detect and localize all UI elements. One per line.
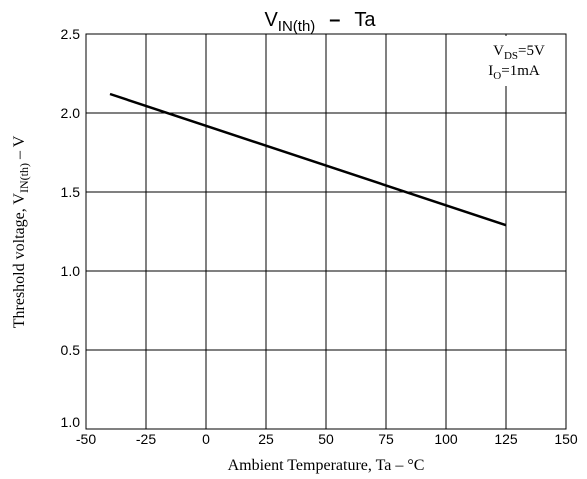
y-tick-label: 2.5 (61, 26, 81, 42)
chart-title-tail: Ta (354, 9, 376, 31)
y-tick-labels: 1.0 0.5 1.0 1.5 2.0 2.5 (61, 26, 81, 430)
x-axis-label: Ambient Temperature, Ta – °C (228, 457, 425, 474)
annotation-io: IO=1mA (488, 63, 540, 82)
x-tick-label: 0 (202, 431, 210, 447)
annotation-vds-sub: DS (504, 50, 518, 62)
series-layer (109, 92, 507, 227)
annotation-vds-rest: =5V (518, 43, 545, 59)
x-tick-label: 50 (318, 431, 334, 447)
y-tick-label: 2.0 (61, 105, 81, 121)
grid (86, 34, 566, 429)
y-axis-label-post: – V (11, 135, 28, 163)
chart-title-main: V (264, 9, 278, 31)
series-line (109, 92, 507, 227)
x-tick-label: 25 (258, 431, 274, 447)
y-tick-label: 1.0 (61, 263, 81, 279)
chart-title: VIN(th) – Ta (264, 9, 376, 35)
chart-title-dash: – (329, 9, 340, 31)
y-axis-label-sub: IN(th) (17, 163, 31, 193)
x-tick-labels: -50 -25 0 25 50 75 100 125 150 (76, 431, 578, 447)
annotation-io-main: I (488, 63, 493, 79)
x-tick-label: -50 (76, 431, 96, 447)
y-axis-label-pre: Threshold voltage, V (11, 193, 28, 329)
annotation-background (474, 36, 564, 86)
y-tick-label: 1.5 (61, 184, 81, 200)
plot-frame (85, 33, 567, 430)
annotation-vds-main: V (493, 43, 504, 59)
annotation-vds: VDS=5V (493, 43, 545, 62)
chart-title-subscript: IN(th) (278, 18, 316, 35)
annotation-io-sub: O (493, 70, 501, 82)
x-tick-label: 125 (494, 431, 518, 447)
x-tick-label: 100 (434, 431, 458, 447)
x-tick-label: 150 (554, 431, 578, 447)
y-axis-label: Threshold voltage, VIN(th) – V (11, 135, 31, 328)
x-tick-label: -25 (136, 431, 156, 447)
x-tick-label: 75 (378, 431, 394, 447)
y-tick-label: 0.5 (61, 342, 81, 358)
annotation-io-rest: =1mA (501, 63, 540, 79)
y-tick-label: 1.0 (61, 414, 81, 430)
